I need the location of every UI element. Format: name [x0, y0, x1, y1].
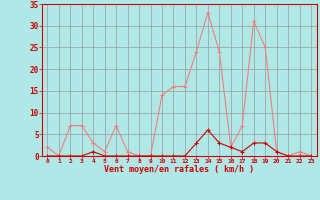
X-axis label: Vent moyen/en rafales ( km/h ): Vent moyen/en rafales ( km/h ) — [104, 165, 254, 174]
